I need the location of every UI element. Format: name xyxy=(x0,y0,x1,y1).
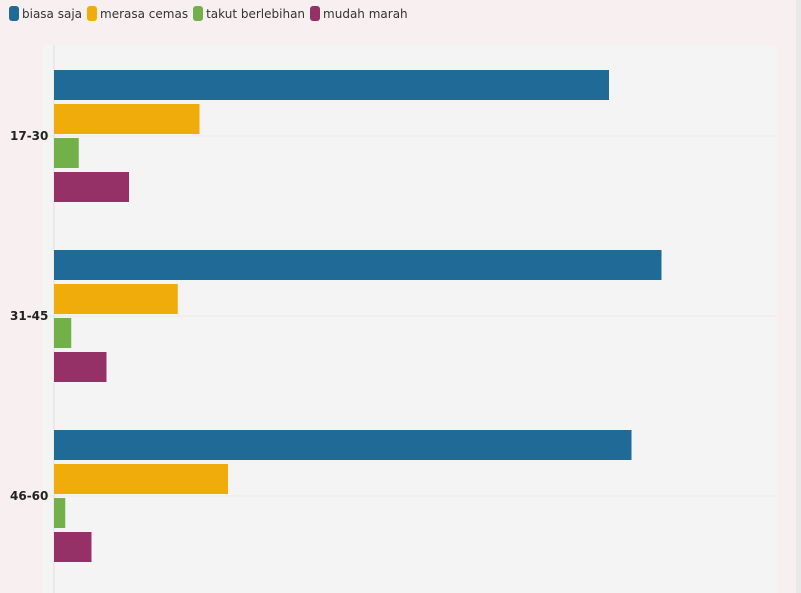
legend-label: mudah marah xyxy=(323,6,408,21)
category-label: 17-30 xyxy=(10,129,48,143)
legend-label: merasa cemas xyxy=(100,6,189,21)
legend-swatch xyxy=(9,6,19,21)
bar-takut-berlebihan-46-60[interactable] xyxy=(54,498,66,528)
bar-mudah-marah-31-45[interactable] xyxy=(54,352,107,382)
bar-mudah-marah-46-60[interactable] xyxy=(54,532,92,562)
legend-item-takut-berlebihan[interactable]: takut berlebihan xyxy=(193,6,305,21)
legend-label: takut berlebihan xyxy=(206,6,306,21)
legend-swatch xyxy=(310,6,321,21)
bar-takut-berlebihan-31-45[interactable] xyxy=(54,318,72,348)
legend-item-biasa-saja[interactable]: biasa saja xyxy=(9,6,82,21)
legend-label: biasa saja xyxy=(22,6,83,21)
bar-merasa-cemas-31-45[interactable] xyxy=(54,284,178,314)
bar-merasa-cemas-46-60[interactable] xyxy=(54,464,228,494)
legend-swatch xyxy=(193,6,204,21)
bar-biasa-saja-46-60[interactable] xyxy=(54,430,632,460)
bar-biasa-saja-17-30[interactable] xyxy=(54,70,609,100)
scrollbar[interactable] xyxy=(796,0,801,593)
legend-item-mudah-marah[interactable]: mudah marah xyxy=(310,6,408,21)
legend-item-merasa-cemas[interactable]: merasa cemas xyxy=(87,6,188,21)
bar-merasa-cemas-17-30[interactable] xyxy=(54,104,200,134)
bar-mudah-marah-17-30[interactable] xyxy=(54,172,129,202)
bar-biasa-saja-31-45[interactable] xyxy=(54,250,662,280)
legend-swatch xyxy=(87,6,98,21)
category-label: 31-45 xyxy=(10,309,48,323)
legend: biasa saja merasa cemas takut berlebihan… xyxy=(9,6,409,21)
bar-takut-berlebihan-17-30[interactable] xyxy=(54,138,79,168)
category-label: 46-60 xyxy=(10,489,48,503)
